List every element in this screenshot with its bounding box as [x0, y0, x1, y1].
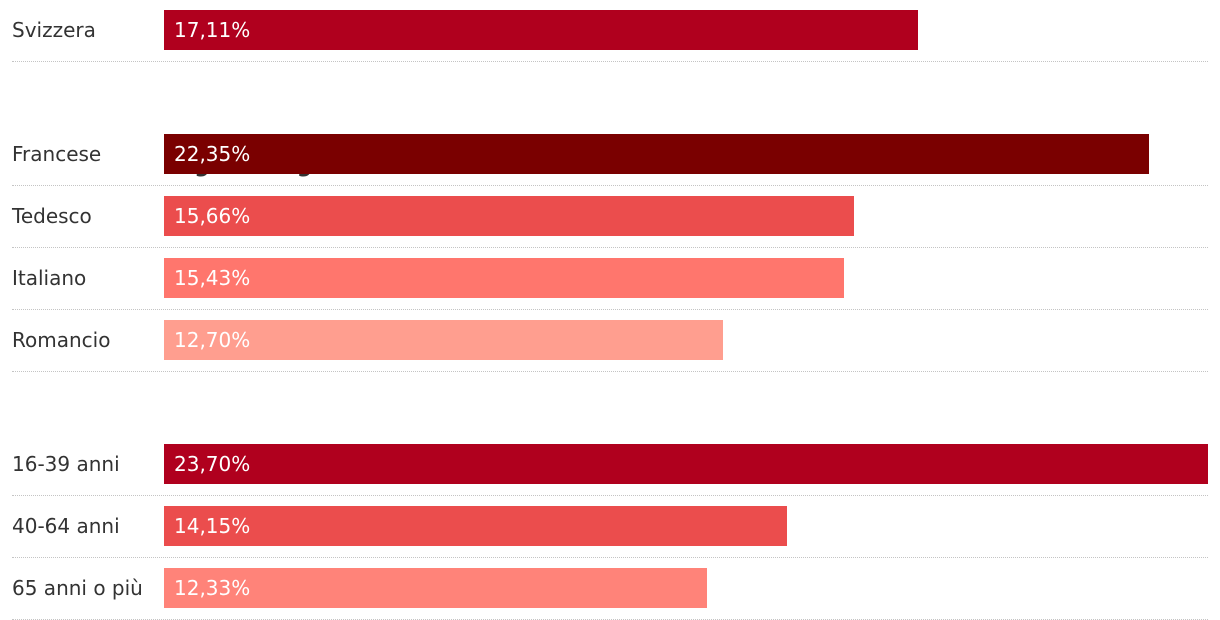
- data-label: 22,35%: [174, 142, 251, 166]
- row-divider: [12, 309, 1208, 310]
- bar: [164, 258, 844, 298]
- data-label: 15,43%: [174, 266, 251, 290]
- row-divider: [12, 185, 1208, 186]
- bar: [164, 134, 1149, 174]
- row-label: Svizzera: [12, 18, 96, 42]
- data-label: 14,15%: [174, 514, 251, 538]
- row-divider: [12, 495, 1208, 496]
- data-label: 15,66%: [174, 204, 251, 228]
- data-label: 12,33%: [174, 576, 251, 600]
- bar: [164, 196, 854, 236]
- row-label: Italiano: [12, 266, 87, 290]
- row-label: 40-64 anni: [12, 514, 120, 538]
- data-label: 12,70%: [174, 328, 251, 352]
- row-label: Francese: [12, 142, 102, 166]
- bar: [164, 444, 1208, 484]
- row-divider: [12, 371, 1208, 372]
- row-divider: [12, 557, 1208, 558]
- row-label: 65 anni o più: [12, 576, 143, 600]
- row-divider: [12, 247, 1208, 248]
- row-divider: [12, 61, 1208, 62]
- row-label: Tedesco: [12, 204, 92, 228]
- data-label: 23,70%: [174, 452, 251, 476]
- bar: [164, 506, 787, 546]
- data-label: 17,11%: [174, 18, 251, 42]
- bar: [164, 568, 707, 608]
- row-label: Romancio: [12, 328, 111, 352]
- row-label: 16-39 anni: [12, 452, 120, 476]
- bar: [164, 320, 723, 360]
- bar: [164, 10, 918, 50]
